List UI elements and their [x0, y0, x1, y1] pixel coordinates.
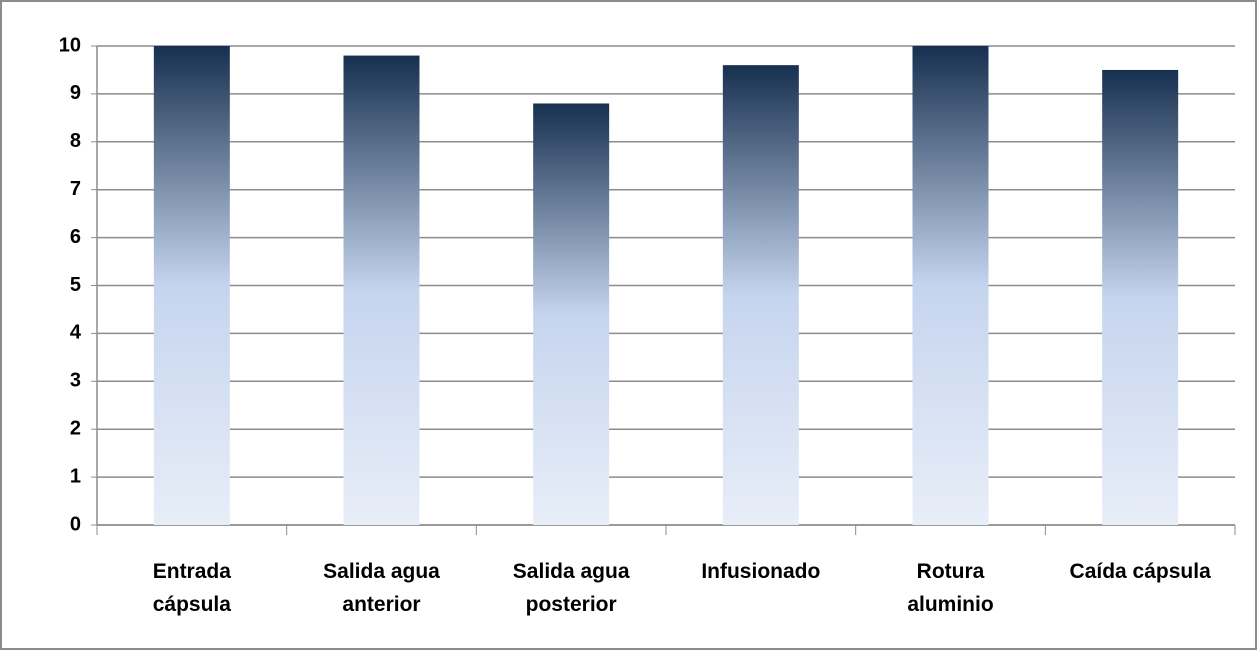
y-tick-label: 0 — [70, 513, 81, 535]
y-tick-label: 10 — [59, 34, 81, 56]
y-tick-label: 4 — [70, 322, 82, 344]
y-tick-label: 5 — [70, 274, 81, 296]
y-tick-label: 3 — [70, 370, 81, 392]
y-tick-label: 7 — [70, 178, 81, 200]
x-tick-label: Infusionado — [701, 560, 821, 583]
bar — [533, 103, 610, 525]
x-tick-label: Entrada cápsula — [152, 560, 231, 616]
bar — [343, 55, 420, 526]
x-tick-label: Caída cápsula — [1069, 560, 1211, 583]
bar — [1102, 69, 1179, 525]
bar — [912, 46, 989, 525]
y-tick-label: 9 — [70, 82, 81, 104]
bar — [722, 65, 799, 525]
y-tick-label: 6 — [70, 226, 81, 248]
y-tick-label: 8 — [70, 130, 81, 152]
y-tick-label: 2 — [70, 417, 81, 439]
bar — [153, 46, 230, 525]
y-tick-label: 1 — [70, 465, 81, 487]
x-tick-label: Salida agua posterior — [512, 560, 630, 616]
x-tick-label: Rotura aluminio — [907, 560, 994, 616]
x-tick-label: Salida agua anterior — [323, 560, 440, 616]
